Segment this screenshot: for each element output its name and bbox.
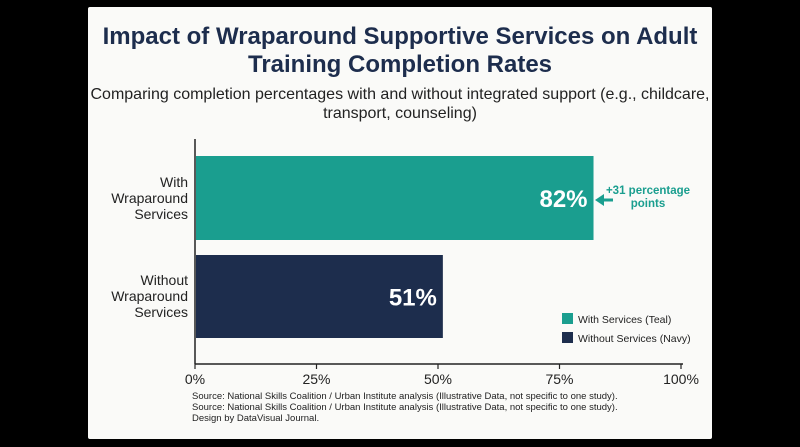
x-tick-label: 75% xyxy=(545,371,573,387)
x-tick-label: 100% xyxy=(663,371,699,387)
x-tick-label: 50% xyxy=(424,371,452,387)
bar xyxy=(196,156,594,240)
design-credit: Design by DataVisual Journal. xyxy=(192,413,320,424)
annotation-arrow-icon xyxy=(595,194,604,206)
chart-subtitle: Comparing completion percentages with an… xyxy=(90,86,710,122)
bar-value-label: 51% xyxy=(389,285,437,312)
annotation-line-2: points xyxy=(631,198,666,210)
chart-title: Impact of Wraparound Supportive Services… xyxy=(102,23,698,78)
source-notes: Source: National Skills Coalition / Urba… xyxy=(192,391,702,424)
x-tick-label: 0% xyxy=(185,371,205,387)
legend-swatch xyxy=(562,313,573,324)
x-tick-label: 25% xyxy=(302,371,330,387)
category-label-without-services: Without Wraparound Services xyxy=(111,272,188,320)
legend-label: With Services (Teal) xyxy=(578,314,671,326)
legend-swatch xyxy=(562,332,573,343)
chart-plot: 0% 25% 50% 75% 100% 82% 51% +31 percentagepoint… xyxy=(185,139,699,387)
bar-value-label: 82% xyxy=(539,186,587,213)
chart-card: Impact of Wraparound Supportive Services… xyxy=(88,7,712,439)
legend-label: Without Services (Navy) xyxy=(578,333,691,345)
annotation-line-1: +31 percentage xyxy=(606,185,690,197)
bar xyxy=(196,255,443,338)
source-line-1: Source: National Skills Coalition / Urba… xyxy=(192,391,618,402)
category-label-with-services: With Wraparound Services xyxy=(111,174,188,222)
source-line-2: Source: National Skills Coalition / Urba… xyxy=(192,402,618,413)
